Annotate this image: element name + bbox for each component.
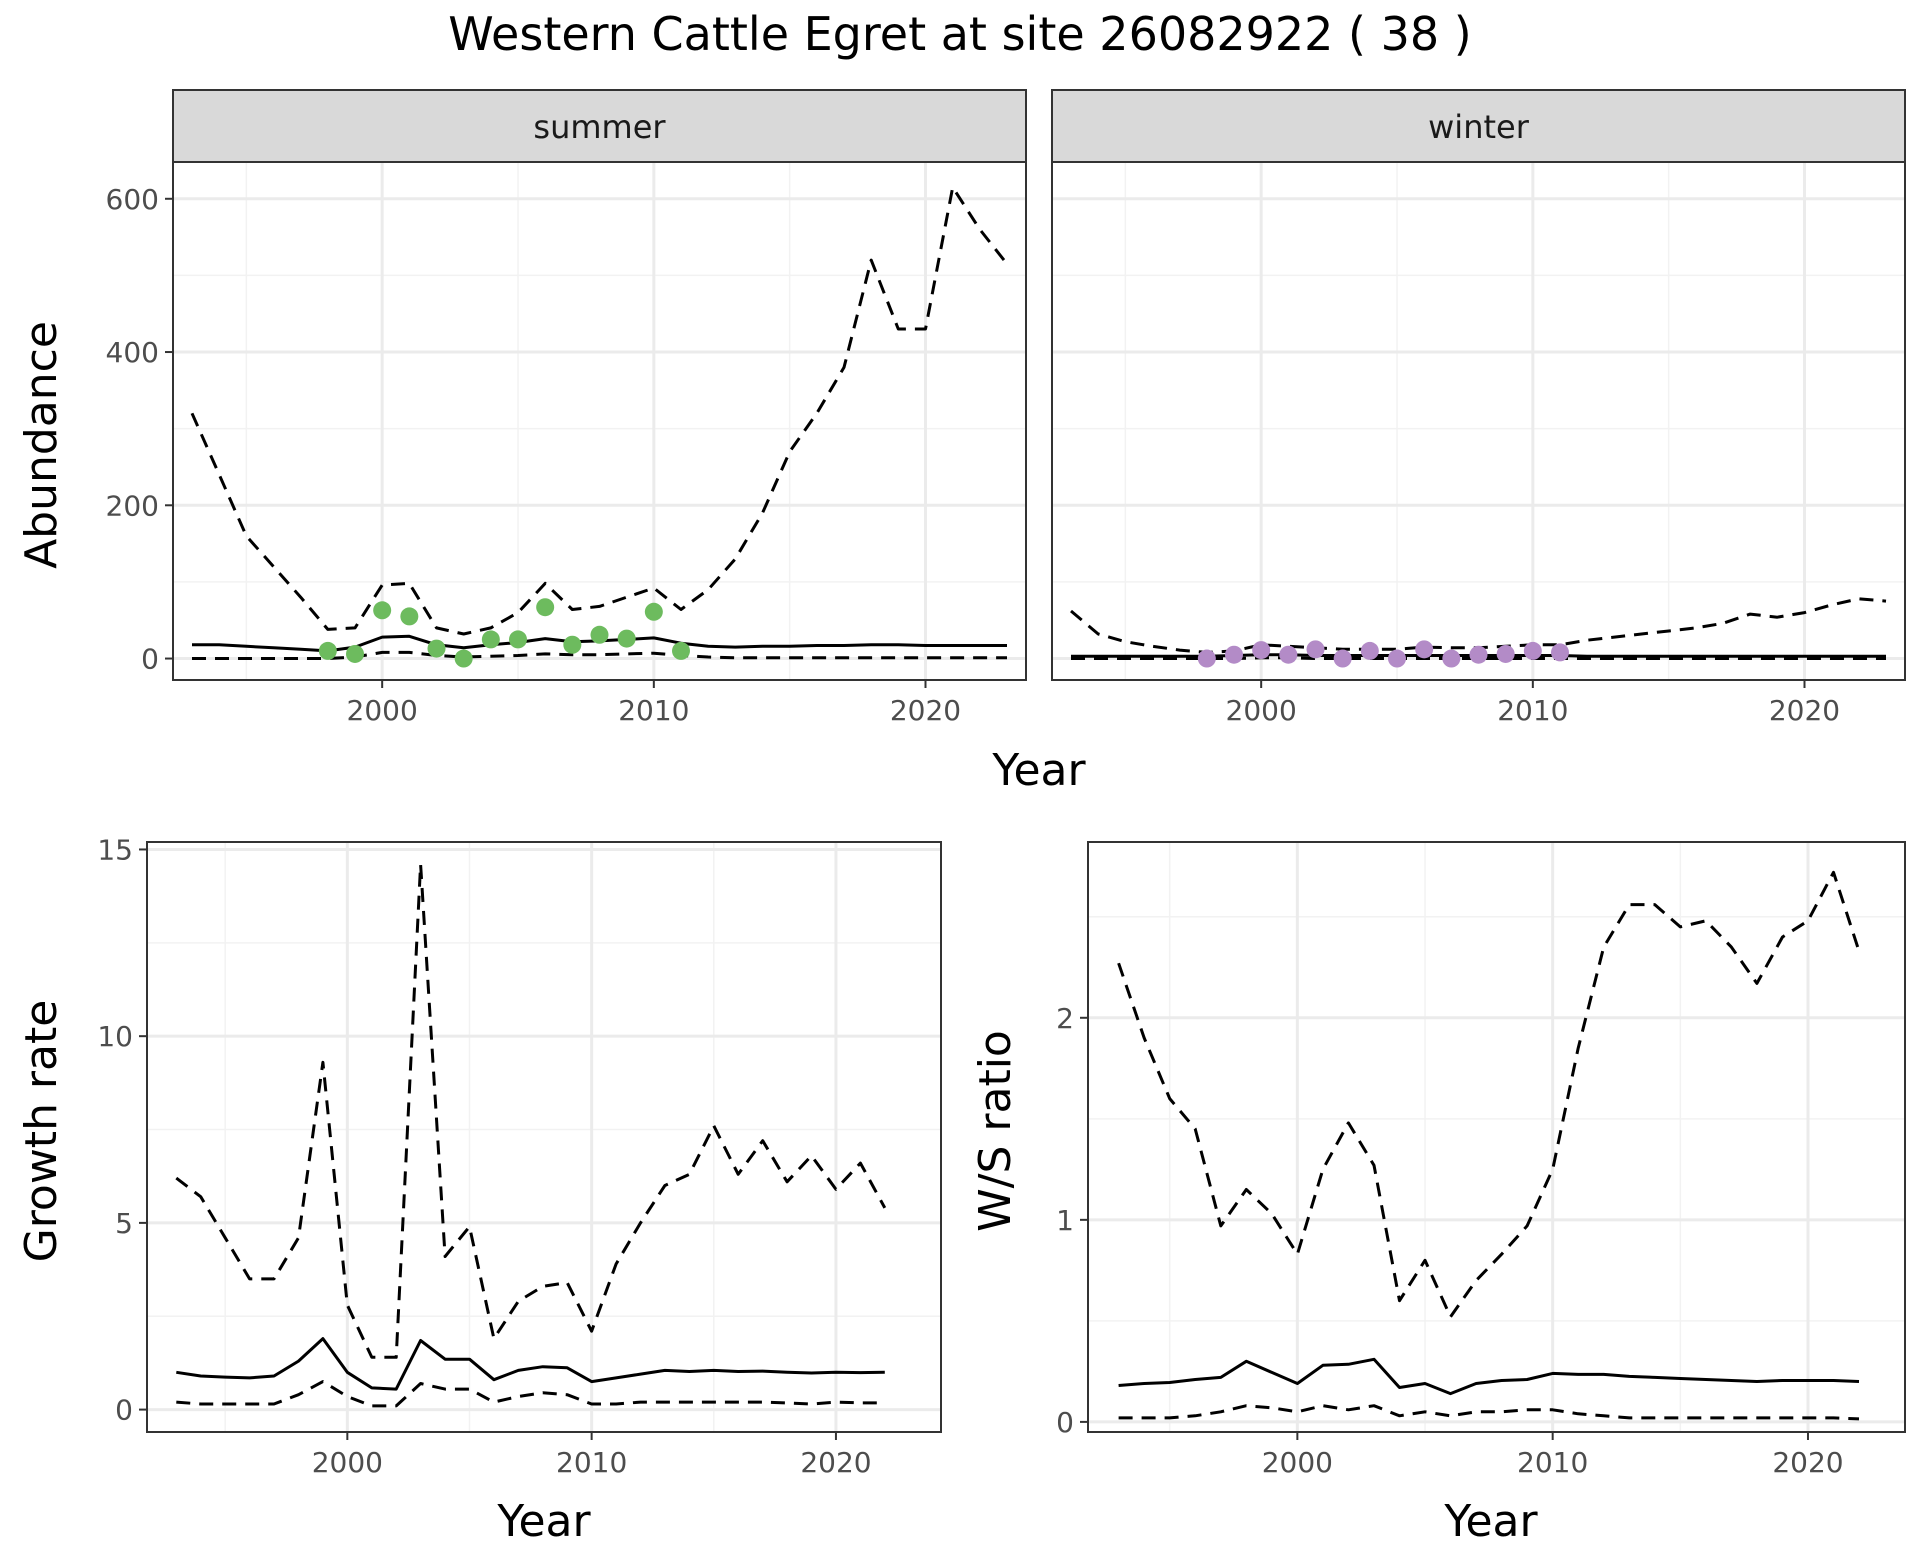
observed-point: [1388, 649, 1407, 668]
plot-background: [1052, 162, 1905, 680]
dashed-bound-line-2: [176, 1380, 885, 1408]
observed-point: [1415, 640, 1434, 659]
observed-point: [644, 602, 663, 621]
panel-winter: winter 2000 2010 2020: [1051, 89, 1906, 727]
observed-point: [1469, 645, 1488, 664]
x-tick-label: 2020: [890, 694, 961, 727]
x-tick-label: 2020: [800, 1446, 871, 1479]
observed-point: [454, 649, 473, 668]
x-tick-label: 2000: [312, 1446, 383, 1479]
observed-point: [590, 625, 609, 644]
dashed-bound-line-1: [190, 185, 1009, 636]
observed-point: [617, 629, 636, 648]
x-tick-label: 2000: [1226, 694, 1297, 727]
y-tick-label: 15: [97, 833, 133, 866]
y-tick-label: 600: [106, 183, 159, 216]
x-tick-label: 2000: [1262, 1446, 1333, 1479]
x-tick-label: 2000: [347, 694, 418, 727]
plot-background: [173, 162, 1026, 680]
plot-ws-ratio: 2000 2010 2020 0 1 2: [1056, 841, 1906, 1479]
x-tick-label: 2020: [1772, 1446, 1843, 1479]
observed-point: [536, 598, 555, 617]
y-tick-label: 1: [1056, 1204, 1074, 1237]
observed-point: [1197, 649, 1216, 668]
y-tick-label: 0: [1056, 1406, 1074, 1439]
panel-growth-rate: 2000 2010 2020 0 5 10 15 Year Growth rate: [16, 833, 942, 1547]
ws-x-axis-title: Year: [1443, 1496, 1538, 1547]
observed-point: [1496, 644, 1515, 663]
observed-point: [671, 641, 690, 660]
growth-y-axis-title: Growth rate: [16, 1000, 67, 1263]
median-line: [1118, 1357, 1860, 1396]
observed-point: [1523, 641, 1542, 660]
observed-point: [1360, 641, 1379, 660]
observed-point: [1225, 645, 1244, 664]
x-tick-label: 2010: [618, 694, 689, 727]
strip-winter: [1051, 89, 1906, 163]
observed-point: [509, 630, 528, 649]
strip-label-summer: summer: [533, 108, 666, 146]
panel-border: [1087, 841, 1906, 1433]
dashed-bound-line-1: [1117, 870, 1861, 1319]
plot-growth-rate: 2000 2010 2020 0 5 10 15: [97, 833, 942, 1479]
plot-abundance-summer: 2000 2010 2020 0 200 400 600: [106, 161, 1027, 727]
observed-point: [1279, 645, 1298, 664]
abundance-y-axis-title: Abundance: [16, 321, 67, 569]
y-tick-label: 2: [1056, 1002, 1074, 1035]
figure-title: Western Cattle Egret at site 26082922 ( …: [448, 7, 1471, 61]
observed-point: [1442, 649, 1461, 668]
y-tick-label: 200: [106, 489, 159, 522]
x-tick-label: 2010: [556, 1446, 627, 1479]
panel-border: [1051, 161, 1906, 681]
top-x-axis-title: Year: [991, 745, 1086, 796]
x-tick-label: 2010: [1517, 1446, 1588, 1479]
dashed-bound-line-2: [1071, 656, 1886, 660]
strip-label-winter: winter: [1428, 108, 1530, 146]
ws-y-axis-title: W/S ratio: [970, 1030, 1021, 1232]
y-tick-label: 400: [106, 336, 159, 369]
observed-point: [346, 644, 365, 663]
y-tick-label: 0: [141, 643, 159, 676]
panel-ws-ratio: 2000 2010 2020 0 1 2 Year W/S ratio: [970, 841, 1906, 1547]
plot-abundance-winter: 2000 2010 2020: [1051, 161, 1906, 727]
panel-border: [146, 841, 942, 1433]
observed-point: [1252, 641, 1271, 660]
y-tick-label: 10: [97, 1020, 133, 1053]
dashed-bound-line-2: [1118, 1404, 1860, 1421]
observed-point: [1306, 640, 1325, 659]
observed-point: [400, 607, 419, 626]
growth-x-axis-title: Year: [496, 1496, 591, 1547]
plot-background: [147, 842, 941, 1432]
observed-point: [1550, 643, 1569, 662]
panel-summer: summer 2000 2010 2020 0 200 400 600: [106, 89, 1027, 727]
observed-point: [563, 635, 582, 654]
strip-summer: [172, 89, 1027, 163]
observed-point: [481, 630, 500, 649]
x-tick-label: 2010: [1497, 694, 1568, 727]
dashed-bound-line-1: [175, 862, 887, 1359]
y-tick-label: 5: [115, 1207, 133, 1240]
median-line: [176, 1337, 885, 1391]
observed-point: [427, 639, 446, 658]
y-tick-label: 0: [115, 1394, 133, 1427]
observed-point: [318, 641, 337, 660]
x-tick-label: 2020: [1769, 694, 1840, 727]
dashed-bound-line-2: [192, 650, 1007, 660]
observed-point: [1333, 649, 1352, 668]
panel-border: [172, 161, 1027, 681]
plot-background: [1088, 842, 1905, 1432]
observed-point: [373, 601, 392, 620]
